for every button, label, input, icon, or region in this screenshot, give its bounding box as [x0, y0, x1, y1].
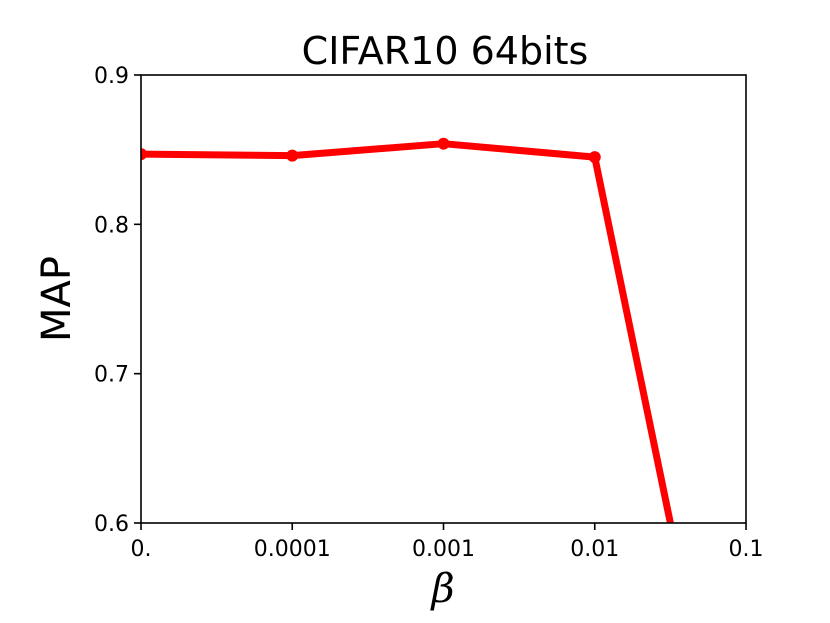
y-tick-label: 0.9 [94, 64, 129, 89]
x-tick-label: 0.1 [729, 537, 764, 562]
y-tick-label: 0.6 [94, 512, 129, 537]
y-tick-label: 0.8 [94, 213, 129, 238]
x-axis-label: β [429, 566, 454, 612]
chart-title: CIFAR10 64bits [302, 29, 589, 73]
x-tick-label: 0. [131, 537, 152, 562]
data-point [437, 137, 450, 150]
x-tick-label: 0.01 [570, 537, 619, 562]
series-line [141, 140, 674, 523]
data-point [141, 148, 147, 161]
plot-frame [140, 74, 747, 524]
x-tick-label: 0.0001 [254, 537, 331, 562]
y-tick-label: 0.7 [94, 363, 129, 388]
y-axis-label: MAP [34, 256, 80, 342]
data-point [286, 149, 299, 162]
data-point [588, 151, 601, 164]
x-tick-label: 0.001 [412, 537, 475, 562]
